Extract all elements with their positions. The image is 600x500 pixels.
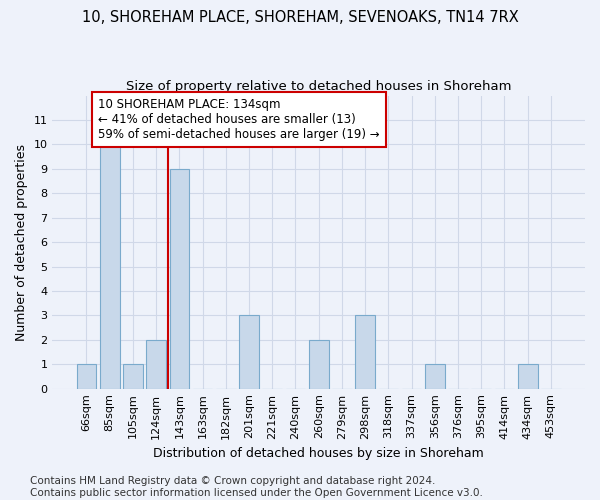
Bar (355, 316, 375, 388)
Title: Size of property relative to detached houses in Shoreham: Size of property relative to detached ho… (126, 80, 511, 93)
Text: Contains HM Land Registry data © Crown copyright and database right 2024.
Contai: Contains HM Land Registry data © Crown c… (30, 476, 483, 498)
Text: 10 SHOREHAM PLACE: 134sqm
← 41% of detached houses are smaller (13)
59% of semi-: 10 SHOREHAM PLACE: 134sqm ← 41% of detac… (98, 98, 380, 141)
Bar (518, 364, 538, 388)
Bar (100, 144, 119, 388)
Bar (146, 340, 166, 388)
X-axis label: Distribution of detached houses by size in Shoreham: Distribution of detached houses by size … (154, 447, 484, 460)
Bar (77, 364, 97, 388)
Text: 10, SHOREHAM PLACE, SHOREHAM, SEVENOAKS, TN14 7RX: 10, SHOREHAM PLACE, SHOREHAM, SEVENOAKS,… (82, 10, 518, 25)
Bar (239, 316, 259, 388)
Bar (170, 169, 189, 388)
Y-axis label: Number of detached properties: Number of detached properties (15, 144, 28, 340)
Bar (425, 364, 445, 388)
Bar (123, 364, 143, 388)
Bar (309, 340, 329, 388)
